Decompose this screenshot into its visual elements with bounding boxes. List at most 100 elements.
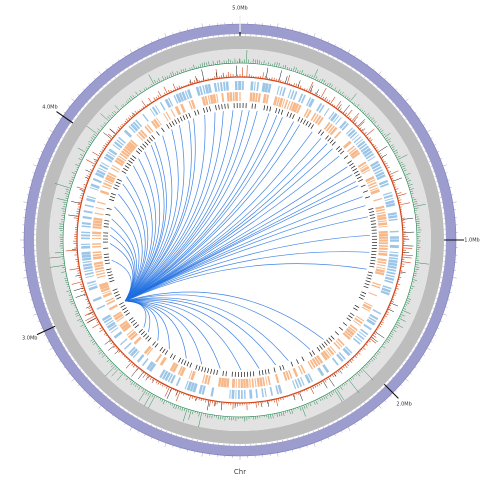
inner-dark-tick	[355, 305, 359, 307]
inner-scale-tick	[377, 392, 378, 393]
snp-bar	[110, 129, 116, 134]
scale-tick	[419, 361, 421, 362]
inner-scale-tick	[73, 119, 74, 120]
scale-tick	[307, 445, 308, 447]
snp-bar	[87, 175, 90, 176]
inner-dark-tick	[363, 191, 368, 193]
inner-scale-tick	[338, 420, 339, 421]
inner-scale-tick	[313, 431, 314, 432]
blue-gene-block	[387, 272, 396, 274]
snp-bar	[88, 307, 91, 308]
orange-gene-block	[93, 227, 102, 228]
snp-spike	[340, 370, 342, 373]
inner-scale-tick	[420, 338, 421, 339]
scale-tick	[401, 385, 402, 386]
scale-tick	[83, 89, 84, 90]
inner-dark-tick	[367, 275, 372, 276]
scale-tick	[89, 395, 90, 396]
scale-tick	[165, 443, 166, 447]
scale-tick	[448, 300, 450, 301]
inner-dark-tick	[357, 177, 361, 179]
blue-gene-block	[87, 196, 96, 198]
inner-scale-tick	[119, 73, 120, 74]
inner-dark-tick	[292, 114, 294, 119]
inner-dark-tick	[222, 104, 223, 109]
inner-scale-tick	[48, 166, 49, 167]
scale-tick	[300, 448, 301, 450]
inner-dark-tick	[369, 212, 374, 213]
inner-dark-tick	[326, 340, 329, 344]
orange-gene-block	[276, 374, 278, 383]
snp-bar	[355, 123, 357, 125]
inner-dark-tick	[148, 338, 151, 342]
blue-gene-block	[389, 255, 398, 256]
inner-scale-tick	[425, 151, 426, 152]
inner-scale-tick	[323, 52, 324, 53]
orange-gene-block	[217, 94, 218, 103]
snp-spike	[279, 70, 282, 80]
inner-dark-tick	[371, 257, 376, 258]
inner-dark-tick	[211, 369, 212, 374]
blue-gene-block	[82, 256, 91, 257]
snp-bar	[113, 135, 114, 136]
inner-scale-tick	[308, 433, 309, 434]
inner-dark-tick	[264, 105, 265, 110]
inner-scale-tick	[59, 338, 60, 339]
snp-bar	[345, 365, 348, 368]
inner-scale-tick	[360, 405, 361, 406]
inner-dark-tick	[370, 263, 375, 264]
scale-tick	[434, 144, 436, 145]
orange-gene-block	[94, 219, 103, 220]
scale-tick	[405, 99, 408, 102]
inner-scale-tick	[333, 56, 334, 57]
link-arc	[125, 301, 186, 358]
orange-gene-block	[97, 276, 106, 278]
snp-bar	[107, 142, 109, 144]
inner-scale-tick	[338, 59, 339, 60]
scale-tick	[453, 202, 457, 203]
inner-scale-tick	[110, 80, 111, 81]
inner-dark-tick	[122, 171, 126, 174]
scale-tick	[367, 64, 368, 66]
snp-spike	[298, 80, 300, 86]
inner-scale-tick	[392, 377, 393, 378]
orange-gene-block	[211, 95, 213, 104]
inner-dark-tick	[336, 146, 340, 149]
blue-gene-block	[212, 388, 214, 397]
snp-bar	[341, 368, 343, 370]
snp-spike	[138, 372, 143, 379]
inner-scale-tick	[52, 156, 53, 157]
inner-scale-tick	[87, 377, 88, 378]
inner-scale-tick	[146, 56, 147, 57]
snp-bar	[332, 374, 334, 377]
snp-bar	[130, 116, 132, 119]
snp-bar	[88, 318, 97, 323]
inner-scale-tick	[381, 91, 382, 92]
inner-dark-tick	[318, 130, 321, 134]
inner-dark-tick	[265, 370, 266, 375]
inner-scale-tick	[328, 54, 329, 55]
snp-spike	[391, 303, 398, 306]
snp-bar	[122, 124, 124, 126]
snp-bar	[402, 262, 411, 263]
orange-gene-block	[202, 374, 204, 383]
scale-tick	[41, 151, 43, 152]
scale-tick	[99, 405, 102, 408]
scale-tick	[427, 348, 430, 350]
snp-bar	[192, 396, 193, 399]
snp-bar	[300, 86, 301, 89]
inner-dark-tick	[325, 136, 328, 140]
snp-spike	[300, 393, 303, 401]
orange-gene-block	[93, 252, 102, 253]
snp-bar	[396, 288, 399, 289]
inner-dark-tick	[143, 334, 147, 338]
orange-gene-block	[203, 97, 205, 106]
inner-dark-tick	[361, 292, 366, 294]
snp-bar	[102, 147, 104, 149]
orange-gene-block	[378, 259, 387, 260]
inner-scale-tick	[115, 402, 116, 403]
blue-gene-block	[386, 275, 395, 277]
snp-bar	[154, 98, 156, 101]
inner-scale-tick	[429, 318, 430, 319]
inner-dark-tick	[110, 280, 115, 282]
